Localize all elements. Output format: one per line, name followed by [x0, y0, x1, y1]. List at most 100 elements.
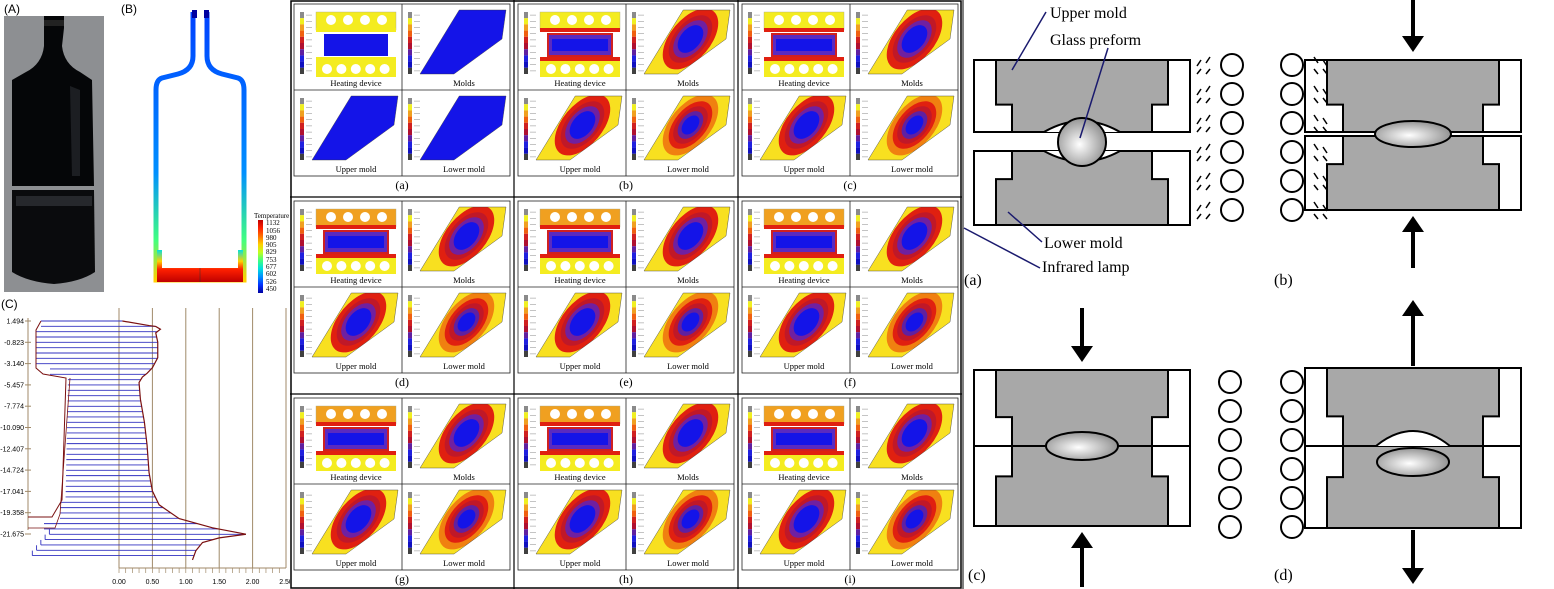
lamp-hole — [322, 261, 332, 271]
colorbar-segment — [300, 295, 304, 302]
colorbar-segment — [524, 301, 528, 308]
colorbar-segment — [748, 492, 752, 499]
infrared-lamp-icon — [1218, 399, 1242, 423]
colorbar-segment — [408, 430, 412, 437]
glass-core — [328, 433, 384, 445]
lamp-hole — [350, 261, 361, 271]
temperature-value: 602 — [266, 270, 277, 279]
temperature-contour — [760, 293, 846, 357]
colorbar-segment — [300, 498, 304, 505]
lamp-hole — [589, 64, 600, 74]
temperature-contour — [868, 10, 954, 74]
lamp-hole — [589, 458, 600, 468]
infrared-lamp-icon — [1280, 53, 1304, 77]
colorbar-segment — [748, 541, 752, 548]
temperature-contour — [760, 96, 846, 160]
colorbar-segment — [524, 406, 528, 413]
radiation-ray — [1322, 146, 1328, 154]
colorbar-segment — [748, 55, 752, 62]
colorbar-segment — [748, 443, 752, 450]
lower-mold — [995, 445, 1169, 527]
contour-band — [793, 111, 820, 139]
colorbar-segment — [856, 246, 860, 253]
infrared-lamp-icon — [1220, 111, 1244, 135]
slab-outline — [311, 489, 399, 555]
contour-band — [901, 25, 928, 53]
contour-band — [681, 312, 700, 332]
colorbar-segment — [632, 67, 636, 74]
lamp-hole — [550, 409, 560, 419]
glass-core — [552, 236, 608, 248]
lamp-hole — [825, 15, 835, 25]
infrared-lamp-icon — [1280, 198, 1304, 222]
slab-fill — [420, 10, 506, 74]
colorbar-segment — [856, 36, 860, 43]
lamp-hole — [326, 212, 336, 222]
colorbar-segment — [524, 424, 528, 431]
slab-outline — [643, 9, 731, 75]
colorbar-segment — [748, 332, 752, 339]
glass-core — [552, 433, 608, 445]
colorbar-segment — [408, 449, 412, 456]
radiation-ray — [1313, 97, 1319, 104]
colorbar-segment — [524, 30, 528, 37]
subpanel-caption: Upper mold — [336, 558, 378, 568]
colorbar-segment — [408, 326, 412, 333]
radiation-ray — [1196, 68, 1202, 75]
profile-inner-outline — [28, 320, 67, 518]
colorbar-segment — [632, 332, 636, 339]
radiation-ray — [1313, 56, 1319, 64]
radiation-ray — [1313, 114, 1319, 122]
colorbar-segment — [748, 24, 752, 31]
colorbar-segment — [524, 437, 528, 444]
radiation-ray — [1322, 155, 1328, 162]
subpanel-caption: Lower mold — [443, 558, 486, 568]
colorbar-segment — [408, 30, 412, 37]
subpanel-caption: Molds — [453, 275, 475, 285]
colorbar-segment — [856, 264, 860, 271]
colorbar-segment — [524, 18, 528, 25]
lamp-hole — [560, 261, 571, 271]
step-label: (a) — [964, 272, 982, 289]
colorbar-segment — [408, 221, 412, 228]
colorbar-segment — [632, 301, 636, 308]
colorbar-segment — [300, 449, 304, 456]
colorbar-segment — [408, 61, 412, 68]
panel-b-label: (B) — [121, 2, 137, 16]
colorbar-segment — [524, 510, 528, 517]
colorbar-segment — [856, 541, 860, 548]
colorbar-segment — [300, 424, 304, 431]
colorbar-segment — [856, 319, 860, 326]
slab-outline — [535, 292, 623, 358]
slab-fill — [420, 96, 506, 160]
colorbar-segment — [408, 135, 412, 142]
glass-core — [776, 236, 832, 248]
colorbar-segment — [748, 98, 752, 105]
colorbar-segment — [300, 430, 304, 437]
colorbar-segment — [856, 110, 860, 117]
heater-plate — [540, 57, 620, 61]
lamp-hole — [574, 458, 585, 468]
process-diagrams: Upper mold Glass preform Lower mold Infrare… — [962, 0, 1522, 589]
lamp-hole — [377, 409, 387, 419]
slab-outline — [419, 206, 507, 272]
slab-outline — [419, 95, 507, 161]
temperature-contour — [420, 490, 506, 554]
subpanel-caption: Molds — [453, 472, 475, 482]
radiation-ray — [1196, 97, 1202, 104]
colorbar-segment — [632, 510, 636, 517]
contour-band — [677, 419, 704, 447]
colorbar-segment — [748, 510, 752, 517]
radiation-ray — [1205, 201, 1211, 209]
lamp-hole — [770, 64, 780, 74]
lamp-hole — [791, 15, 801, 25]
colorbar-segment — [748, 430, 752, 437]
colorbar-segment — [856, 547, 860, 554]
colorbar-segment — [524, 61, 528, 68]
colorbar-segment — [856, 516, 860, 523]
x-tick-label: 1.50 — [212, 579, 226, 586]
colorbar-segment — [748, 252, 752, 259]
colorbar-segment — [300, 55, 304, 62]
colorbar-segment — [524, 338, 528, 345]
colorbar-segment — [408, 547, 412, 554]
